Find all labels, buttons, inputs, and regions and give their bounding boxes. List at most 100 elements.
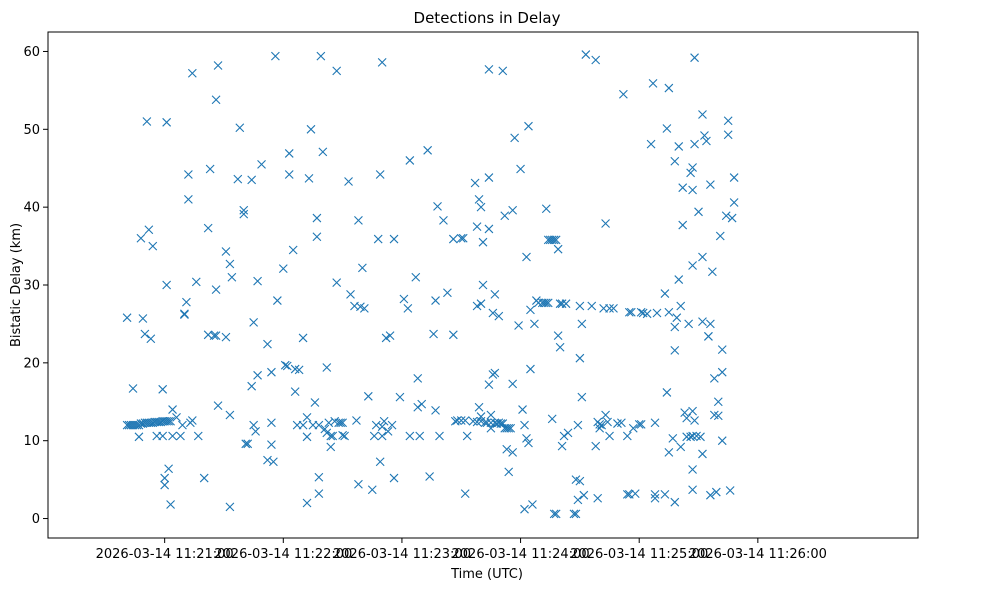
data-point: [670, 322, 680, 332]
data-point: [225, 502, 235, 512]
data-point: [553, 244, 563, 254]
data-point: [263, 339, 272, 349]
data-point: [326, 431, 336, 441]
data-point: [516, 164, 525, 174]
data-point: [518, 405, 527, 414]
data-point: [146, 334, 156, 344]
data-point: [662, 388, 672, 397]
data-point: [344, 177, 353, 186]
data-point: [652, 308, 662, 318]
data-point: [267, 367, 276, 377]
data-point: [187, 68, 197, 78]
data-point: [369, 431, 379, 441]
data-point: [164, 416, 174, 426]
data-point: [704, 331, 713, 341]
data-point: [322, 363, 332, 372]
data-point: [713, 411, 723, 421]
data-point: [377, 57, 387, 67]
x-tick-label: 2026-03-14 11:22:00: [214, 547, 352, 562]
data-point: [302, 412, 312, 422]
data-point: [257, 159, 266, 169]
data-point: [717, 345, 727, 355]
data-point: [488, 308, 498, 318]
data-point: [698, 449, 707, 459]
data-point: [209, 331, 219, 340]
data-point: [433, 201, 442, 211]
data-point: [686, 168, 696, 178]
data-point: [698, 110, 707, 119]
data-point: [595, 419, 605, 429]
data-point: [306, 124, 316, 134]
data-point: [490, 289, 500, 299]
data-point: [472, 222, 482, 232]
data-point: [158, 431, 168, 441]
data-point: [328, 431, 338, 441]
data-point: [547, 414, 557, 424]
data-point: [680, 408, 690, 418]
data-point: [425, 472, 435, 481]
data-point: [326, 442, 336, 452]
data-point: [508, 205, 518, 215]
data-point: [478, 280, 488, 290]
data-point: [371, 420, 381, 430]
x-tick-label: 2026-03-14 11:21:00: [96, 547, 234, 562]
data-point: [664, 83, 674, 93]
data-point: [458, 233, 468, 243]
data-point: [577, 319, 587, 329]
data-point: [547, 235, 557, 245]
data-point: [484, 173, 494, 182]
data-point: [253, 276, 262, 286]
x-tick-label: 2026-03-14 11:24:00: [452, 547, 590, 562]
data-point: [284, 149, 294, 158]
data-point: [294, 365, 304, 375]
data-point: [508, 447, 518, 457]
data-point: [225, 410, 235, 420]
data-point: [490, 368, 500, 378]
data-point: [696, 432, 705, 442]
data-point: [688, 261, 697, 270]
data-point: [577, 392, 587, 402]
data-point: [472, 301, 482, 311]
data-point: [559, 431, 569, 441]
data-point: [263, 455, 272, 465]
data-point: [235, 123, 245, 133]
data-point: [448, 330, 458, 340]
data-point: [377, 431, 387, 441]
data-point: [140, 329, 150, 339]
data-point: [389, 473, 399, 483]
data-point: [646, 139, 656, 149]
data-point: [617, 418, 626, 428]
data-point: [561, 299, 571, 309]
data-point: [670, 346, 680, 355]
data-point: [520, 420, 529, 430]
data-point: [676, 442, 686, 452]
data-point: [688, 465, 697, 474]
data-point: [575, 476, 585, 486]
data-point: [551, 235, 561, 245]
data-point: [514, 321, 523, 330]
data-point: [310, 398, 320, 407]
data-point: [336, 418, 346, 428]
data-point: [239, 209, 249, 219]
data-point: [522, 433, 531, 443]
data-point: [482, 418, 492, 428]
data-point: [660, 490, 670, 499]
data-point: [484, 64, 494, 74]
data-point: [729, 198, 739, 207]
data-point: [605, 303, 614, 313]
data-point: [213, 401, 223, 411]
data-point: [530, 319, 539, 329]
data-point: [539, 298, 549, 308]
data-point: [670, 497, 680, 507]
data-point: [674, 142, 684, 151]
data-point: [334, 418, 344, 428]
data-point: [707, 267, 717, 277]
data-points: [122, 50, 739, 519]
data-point: [284, 170, 294, 179]
data-point: [541, 204, 551, 214]
data-point: [462, 431, 472, 441]
data-point: [164, 464, 174, 474]
data-point: [504, 467, 514, 477]
data-point: [524, 438, 533, 448]
data-point: [213, 61, 223, 70]
